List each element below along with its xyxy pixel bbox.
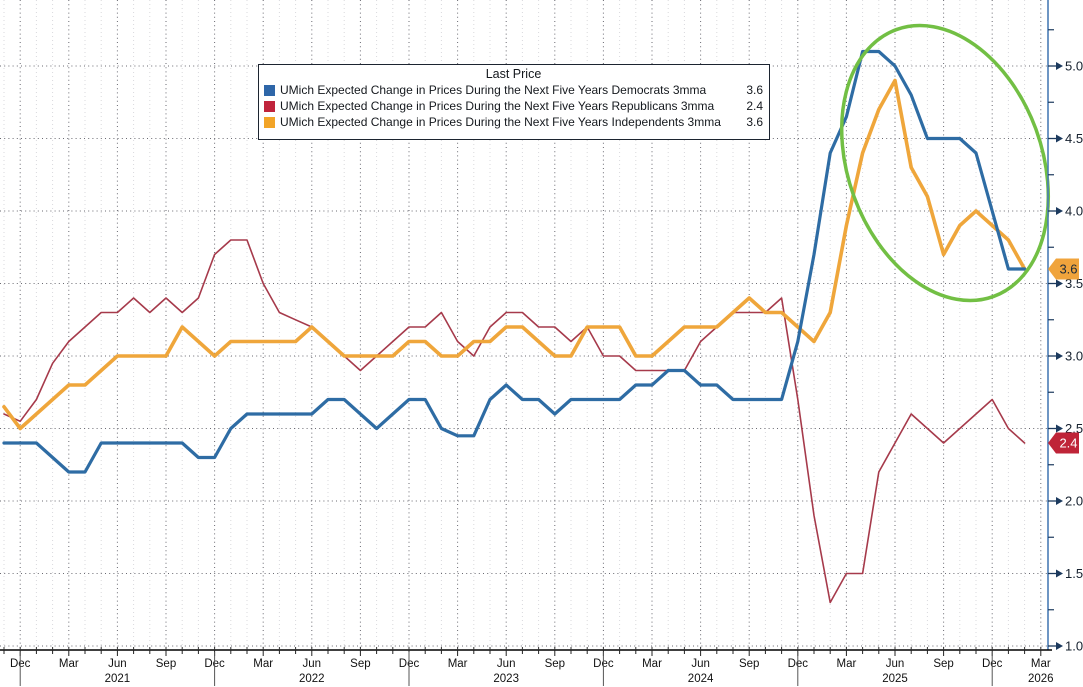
- x-axis-month-label: Jun: [886, 658, 905, 670]
- x-axis-month-label: Mar: [642, 658, 662, 670]
- independents-swatch-icon: [264, 116, 275, 128]
- y-tick-arrow-icon: [1056, 497, 1063, 505]
- legend-item-label: UMich Expected Change in Prices During t…: [280, 83, 707, 97]
- x-axis-month-label: Mar: [59, 658, 79, 670]
- democrats-swatch-icon: [264, 84, 275, 96]
- y-tick-arrow-icon: [1056, 134, 1063, 143]
- y-axis-label: 1.5: [1065, 566, 1083, 581]
- x-axis-year-label: 2021: [105, 673, 131, 685]
- x-axis: Dec Mar Jun Sep Dec Mar Jun Sep Dec Mar Jun Sep Dec M…: [0, 647, 1054, 686]
- x-axis-year-label: 2022: [299, 673, 325, 685]
- legend-item-label: UMich Expected Change in Prices During t…: [280, 115, 721, 129]
- y-tick-arrow-icon: [1056, 352, 1063, 360]
- legend-item-label: UMich Expected Change in Prices During t…: [280, 99, 715, 113]
- y-tick-arrow-icon: [1056, 569, 1063, 578]
- legend-item: UMich Expected Change in Prices During t…: [264, 98, 763, 114]
- republicans-line: [3, 239, 1026, 604]
- x-axis-month-label: Sep: [350, 658, 370, 670]
- x-axis-month-label: Sep: [933, 658, 953, 670]
- y-axis-label: 4.0: [1065, 204, 1083, 219]
- x-axis-month-label: Jun: [497, 658, 516, 670]
- legend-item-value: 2.4: [746, 99, 763, 113]
- last-price-badge-value: 3.6: [1059, 262, 1077, 277]
- last-price-badge-value: 2.4: [1059, 436, 1077, 451]
- x-axis-month-label: Mar: [1031, 658, 1051, 670]
- y-tick-arrow-icon: [1056, 62, 1063, 70]
- y-tick-arrow-icon: [1056, 279, 1063, 288]
- x-axis-month-label: Jun: [108, 658, 127, 670]
- x-axis-month-label: Jun: [303, 658, 322, 670]
- legend-item: UMich Expected Change in Prices During t…: [264, 82, 763, 98]
- x-axis-month-label: Mar: [448, 658, 468, 670]
- legend: Last Price UMich Expected Change in Pric…: [258, 64, 770, 140]
- x-axis-month-label: Sep: [739, 658, 759, 670]
- x-axis-year-label: 2024: [688, 673, 714, 685]
- y-axis-label: 5.0: [1065, 59, 1083, 74]
- x-axis-year-label: 2023: [493, 673, 519, 685]
- x-axis-month-label: Sep: [545, 658, 565, 670]
- x-axis-year-label: 2025: [882, 673, 908, 685]
- y-tick-arrow-icon: [1056, 207, 1063, 215]
- last-price-badge: [1048, 432, 1079, 454]
- legend-item: UMich Expected Change in Prices During t…: [264, 114, 763, 130]
- y-axis-label: 4.5: [1065, 131, 1083, 146]
- y-axis-label: 3.0: [1065, 349, 1083, 364]
- y-axis-label: 3.5: [1065, 276, 1083, 291]
- independents-line: [2, 78, 1027, 431]
- y-tick-arrow-icon: [1056, 424, 1063, 433]
- republicans-swatch-icon: [264, 100, 275, 112]
- x-axis-month-label: Jun: [691, 658, 710, 670]
- legend-title: Last Price: [485, 67, 542, 81]
- democrats-line: [2, 49, 1027, 474]
- y-axis-label: 1.0: [1065, 639, 1083, 654]
- highlight-ellipse-annotation: [839, 23, 1051, 303]
- x-axis-month-label: Mar: [836, 658, 856, 670]
- x-axis-month-label: Sep: [156, 658, 176, 670]
- y-axis-label: 2.0: [1065, 494, 1083, 509]
- y-axis: 1.0 1.5 2.0 2.5 3.0 3.5 4.0 4.5 5.0: [1047, 0, 1083, 654]
- y-axis-label: 2.5: [1065, 421, 1083, 436]
- x-axis-year-label: 2026: [1028, 673, 1054, 685]
- y-tick-arrow-icon: [1056, 642, 1063, 650]
- legend-item-value: 3.6: [746, 83, 763, 97]
- legend-item-value: 3.6: [746, 115, 763, 129]
- x-axis-month-label: Mar: [253, 658, 273, 670]
- last-price-badge: [1048, 258, 1079, 280]
